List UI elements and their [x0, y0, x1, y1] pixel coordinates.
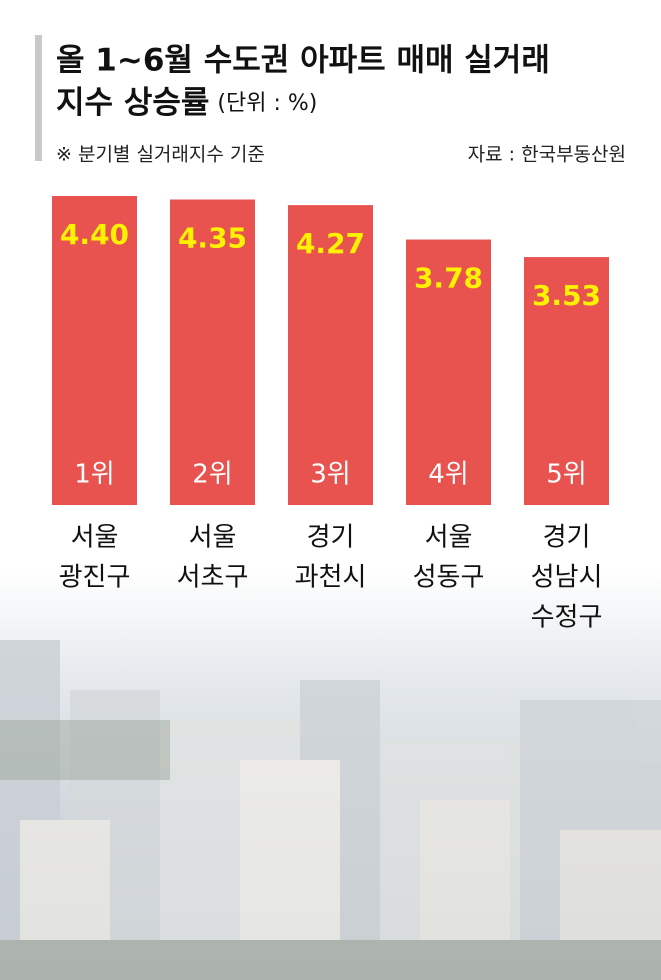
- rank-label: 5위: [546, 460, 586, 490]
- bar: [288, 205, 373, 505]
- bar: [52, 196, 137, 505]
- category-label: 과천시: [295, 563, 367, 593]
- title-accent: [35, 35, 42, 161]
- category-label: 경기: [543, 523, 591, 553]
- rank-label: 2위: [192, 460, 232, 490]
- rank-label: 3위: [310, 460, 350, 490]
- value-label: 3.78: [414, 262, 483, 295]
- rank-label: 1위: [74, 460, 114, 490]
- category-label: 성남시: [531, 563, 603, 593]
- bar: [524, 257, 609, 505]
- category-label: 광진구: [59, 563, 131, 593]
- category-label: 서초구: [177, 563, 249, 593]
- category-label: 서울: [189, 523, 237, 553]
- title: 지수 상승률: [56, 85, 209, 121]
- value-label: 4.40: [60, 218, 129, 251]
- category-label: 서울: [71, 523, 119, 553]
- rank-label: 4위: [428, 460, 468, 490]
- note: ※ 분기별 실거래지수 기준: [56, 144, 265, 166]
- value-label: 4.35: [178, 222, 247, 255]
- bar: [170, 199, 255, 506]
- category-label: 경기: [307, 523, 355, 553]
- title: 지수 상승률 (단위 : %): [56, 85, 317, 121]
- unit: (단위 : %): [217, 91, 317, 116]
- category-label: 서울: [425, 523, 473, 553]
- source: 자료 : 한국부동산원: [468, 144, 626, 166]
- city-photo: [0, 640, 661, 980]
- value-label: 4.27: [296, 227, 365, 260]
- category-label: 수정구: [531, 603, 603, 633]
- title: 올 1~6월 수도권 아파트 매매 실거래: [56, 43, 550, 79]
- value-label: 3.53: [532, 279, 601, 312]
- category-label: 성동구: [413, 563, 485, 593]
- bar: [406, 239, 491, 506]
